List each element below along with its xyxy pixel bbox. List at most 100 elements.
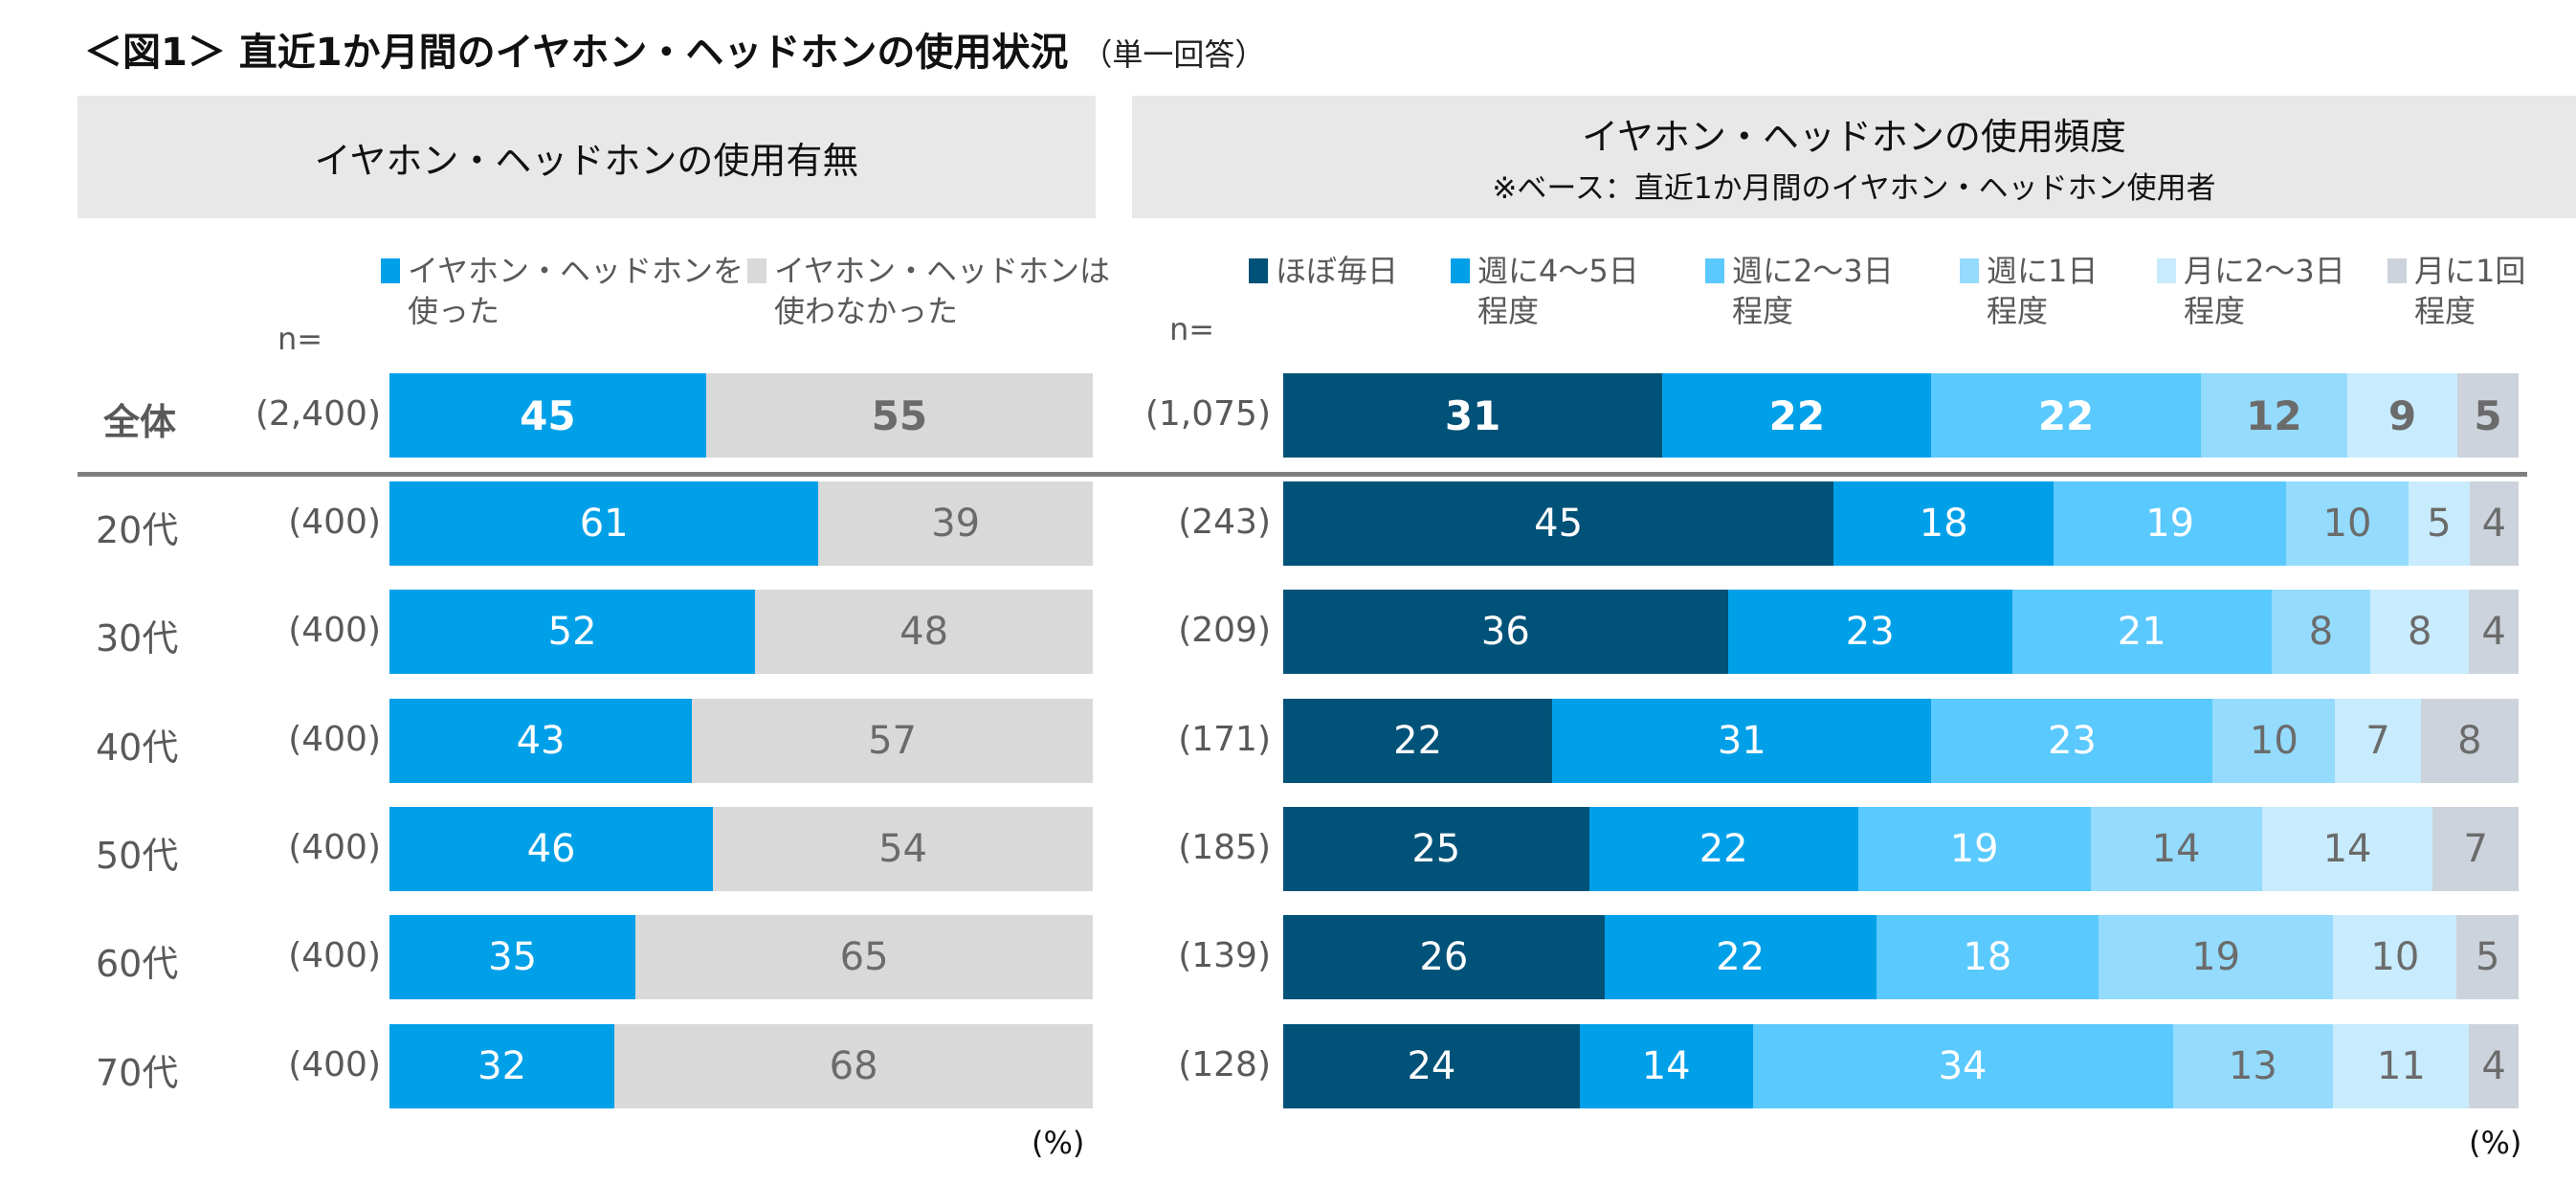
data-label: 14 xyxy=(2151,827,2201,871)
n-value: (185) xyxy=(1178,828,1271,867)
bar-segment: 24 xyxy=(1283,1024,1580,1108)
n-value: (400) xyxy=(288,611,381,650)
data-label: 10 xyxy=(2322,502,2372,546)
bar-segment: 4 xyxy=(2469,590,2519,674)
n-value: (243) xyxy=(1178,503,1271,542)
bar-segment: 22 xyxy=(1931,373,2201,458)
data-label: 52 xyxy=(547,610,597,654)
n-value: (400) xyxy=(288,1045,381,1084)
data-label: 12 xyxy=(2246,391,2302,439)
bar-segment: 61 xyxy=(389,481,819,566)
bar-segment: 45 xyxy=(1283,481,1834,566)
data-label: 45 xyxy=(520,391,576,439)
legend-label-line2: 使わなかった xyxy=(774,293,959,329)
legend-label: 月に2～3日 xyxy=(2184,253,2345,289)
data-label: 25 xyxy=(1411,827,1461,871)
data-label: 36 xyxy=(1480,610,1530,654)
bar-segment: 34 xyxy=(1752,1024,2173,1108)
stacked-bar: 36 23 21 8 8 4 xyxy=(1283,590,2519,674)
data-label: 61 xyxy=(579,502,629,546)
legend-label-line2: 程度 xyxy=(2184,293,2246,329)
bar-segment: 35 xyxy=(389,915,636,999)
bar-segment: 52 xyxy=(389,590,756,674)
bar-segment: 68 xyxy=(614,1024,1093,1108)
row-label: 60代 xyxy=(96,943,179,985)
bar-segment: 8 xyxy=(2370,590,2470,674)
data-label: 32 xyxy=(477,1044,527,1088)
data-label: 8 xyxy=(2308,610,2334,654)
stacked-bar: 24 14 34 13 11 4 xyxy=(1283,1024,2519,1108)
legend-label: 月に1回 xyxy=(2414,253,2526,289)
legend-swatch xyxy=(1451,258,1470,283)
bar-segment: 10 xyxy=(2333,915,2457,999)
data-label: 23 xyxy=(1845,610,1895,654)
data-label: 22 xyxy=(1768,391,1826,439)
bar-segment: 23 xyxy=(1931,699,2213,783)
stacked-bar: 45 55 xyxy=(389,373,1093,458)
n-value: (171) xyxy=(1178,720,1271,759)
data-label: 5 xyxy=(2474,391,2502,439)
legend-label: 週に1日 xyxy=(1987,253,2099,289)
data-label: 46 xyxy=(526,827,576,871)
bar-segment: 4 xyxy=(2469,1024,2519,1108)
data-label: 14 xyxy=(1641,1044,1691,1088)
legend-item: 週に4～5日 程度 xyxy=(1451,251,1639,331)
n-value: (400) xyxy=(288,503,381,542)
bar-segment: 22 xyxy=(1283,699,1553,783)
data-label: 19 xyxy=(2191,935,2241,979)
data-label: 18 xyxy=(1919,502,1968,546)
legend-item: 週に2～3日 程度 xyxy=(1705,251,1894,331)
data-label: 43 xyxy=(516,719,566,763)
row-label: 40代 xyxy=(96,727,179,769)
n-value: (400) xyxy=(288,720,381,759)
data-label: 22 xyxy=(1699,827,1748,871)
data-label: 10 xyxy=(2370,935,2420,979)
data-label: 7 xyxy=(2463,827,2488,871)
bar-segment: 13 xyxy=(2172,1024,2334,1108)
bar-segment: 5 xyxy=(2457,373,2519,458)
stacked-bar: 25 22 19 14 14 7 xyxy=(1283,807,2519,891)
data-label: 31 xyxy=(1444,391,1501,439)
legend-item: イヤホン・ヘッドホンを 使った xyxy=(381,251,744,331)
bar-segment: 14 xyxy=(2261,807,2433,891)
bar-segment: 25 xyxy=(1283,807,1589,891)
data-label: 7 xyxy=(2365,719,2390,763)
bar-segment: 14 xyxy=(2090,807,2262,891)
left-header-text: イヤホン・ヘッドホンの使用有無 xyxy=(314,139,859,182)
stacked-bar: 52 48 xyxy=(389,590,1093,674)
bar-segment: 4 xyxy=(2469,481,2519,566)
bar-segment: 5 xyxy=(2408,481,2470,566)
bar-segment: 65 xyxy=(635,915,1093,999)
stacked-bar: 61 39 xyxy=(389,481,1093,566)
data-label: 5 xyxy=(2475,935,2500,979)
figure-title: ＜図1＞ 直近1か月間のイヤホン・ヘッドホンの使用状況 （単一回答） xyxy=(84,21,1265,77)
data-label: 22 xyxy=(1716,935,1765,979)
legend-label-line2: 使った xyxy=(408,293,500,329)
legend-label-line2: 程度 xyxy=(1987,293,2049,329)
row-label: 20代 xyxy=(96,509,179,551)
bar-segment: 21 xyxy=(2011,590,2272,674)
left-panel-header: イヤホン・ヘッドホンの使用有無 xyxy=(78,96,1096,218)
stacked-bar: 43 57 xyxy=(389,699,1093,783)
legend-label: ほぼ毎日 xyxy=(1276,253,1399,289)
bar-segment: 14 xyxy=(1579,1024,1753,1108)
data-label: 19 xyxy=(1949,827,1999,871)
bar-segment: 18 xyxy=(1833,481,2054,566)
stacked-bar: 22 31 23 10 7 8 xyxy=(1283,699,2519,783)
bar-segment: 7 xyxy=(2432,807,2519,891)
data-label: 14 xyxy=(2322,827,2372,871)
legend-label-line2: 程度 xyxy=(2414,293,2476,329)
row-label: 30代 xyxy=(96,617,179,660)
right-panel-header: イヤホン・ヘッドホンの使用頻度 ※ベース：直近1か月間のイヤホン・ヘッドホン使用… xyxy=(1132,96,2576,218)
data-label: 18 xyxy=(1963,935,2012,979)
bar-segment: 22 xyxy=(1588,807,1858,891)
bar-segment: 32 xyxy=(389,1024,615,1108)
data-label: 8 xyxy=(2407,610,2432,654)
data-label: 26 xyxy=(1419,935,1469,979)
bar-segment: 7 xyxy=(2335,699,2421,783)
data-label: 19 xyxy=(2145,502,2195,546)
title-note: （単一回答） xyxy=(1081,36,1266,73)
stacked-bar: 46 54 xyxy=(389,807,1093,891)
bar-segment: 19 xyxy=(2099,915,2334,999)
bar-segment: 19 xyxy=(2054,481,2287,566)
